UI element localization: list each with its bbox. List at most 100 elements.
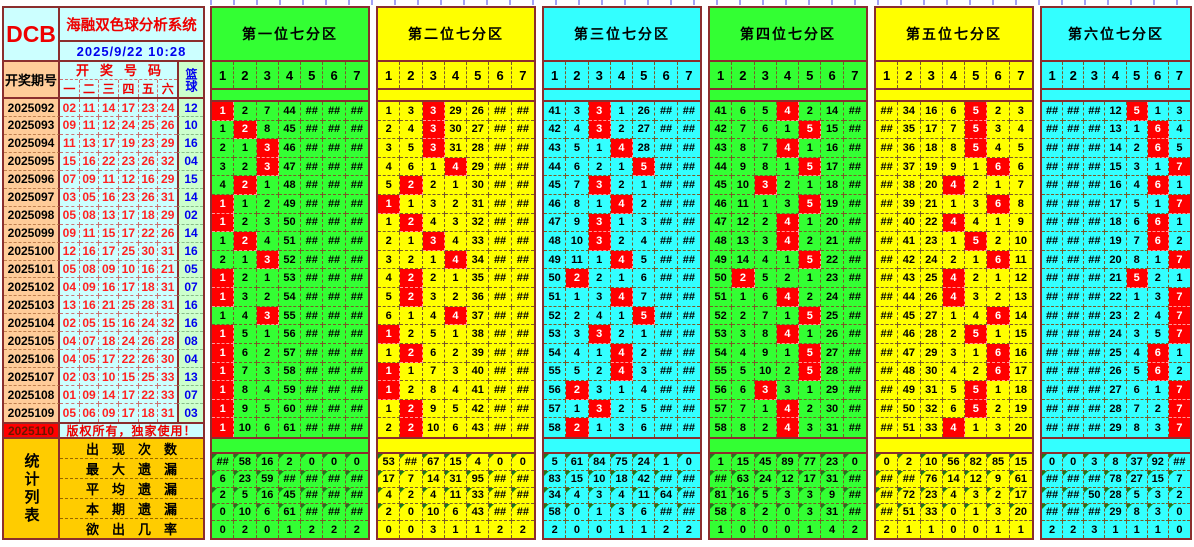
zone-stat-cell[interactable]: 1 xyxy=(588,504,611,522)
zone-miss-cell[interactable]: 2 xyxy=(212,139,235,158)
zone-stat-cell[interactable]: 81 xyxy=(710,487,733,505)
zone-miss-cell[interactable]: ## xyxy=(655,213,678,233)
zone-miss-cell[interactable]: 4 xyxy=(422,213,445,233)
zone-miss-cell[interactable]: 5 xyxy=(1126,362,1148,382)
zone-miss-cell[interactable]: ## xyxy=(848,421,861,434)
zone-miss-cell[interactable]: ## xyxy=(1084,362,1106,382)
zone-miss-cell[interactable]: ## xyxy=(323,399,346,419)
zone-miss-cell[interactable]: ## xyxy=(677,344,700,363)
zone-stat-cell[interactable]: 3 xyxy=(799,504,822,522)
zone-miss-cell[interactable]: 6 xyxy=(445,418,468,437)
zone-miss-cell[interactable]: 9 xyxy=(754,343,777,363)
zone-miss-cell[interactable]: ## xyxy=(1063,176,1085,196)
zone-miss-cell[interactable]: 4 xyxy=(1126,343,1148,363)
zone-miss-cell[interactable]: 6 xyxy=(732,102,755,121)
zone-miss-cell[interactable]: ## xyxy=(301,176,324,196)
zone-miss-cell[interactable]: 30 xyxy=(821,399,844,419)
zone-stat-cell[interactable]: ## xyxy=(876,504,899,522)
draw-number-cell[interactable]: 30 xyxy=(138,242,159,261)
zone-miss-cell[interactable]: ## xyxy=(345,176,368,196)
zone-miss-cell[interactable]: 1 xyxy=(776,157,800,177)
zone-miss-cell[interactable]: 3 xyxy=(256,213,279,233)
zone-miss-cell[interactable]: 26 xyxy=(821,325,844,344)
zone-stat-cell[interactable]: 2 xyxy=(685,523,692,536)
zone-miss-cell[interactable]: ## xyxy=(511,102,534,121)
zone-stat-cell[interactable]: 0 xyxy=(257,521,279,538)
zone-miss-cell[interactable]: 11 xyxy=(732,195,755,214)
zone-stat-cell[interactable]: 6 xyxy=(444,504,468,522)
zone-stat-cell[interactable]: 12 xyxy=(965,470,988,488)
zone-stat-cell[interactable]: 45 xyxy=(754,454,777,471)
zone-miss-cell[interactable]: ## xyxy=(1042,269,1064,289)
zone-miss-cell[interactable]: 2 xyxy=(1147,399,1169,419)
zone-miss-cell[interactable]: ## xyxy=(489,232,512,251)
zone-miss-cell[interactable]: ## xyxy=(1063,288,1085,307)
zone-miss-cell[interactable]: ## xyxy=(511,400,534,419)
zone-hit-cell[interactable]: 3 xyxy=(256,306,279,326)
zone-miss-cell[interactable]: ## xyxy=(511,195,534,214)
draw-number-cell[interactable]: 12 xyxy=(119,170,139,189)
zone-miss-cell[interactable]: 2 xyxy=(610,176,634,196)
zone-miss-cell[interactable]: ## xyxy=(1084,250,1106,270)
zone-stat-cell[interactable]: 8 xyxy=(732,504,755,522)
zone-miss-cell[interactable]: ## xyxy=(655,139,678,158)
zone-miss-cell[interactable]: ## xyxy=(345,102,368,121)
zone-miss-cell[interactable]: 44 xyxy=(278,102,302,121)
zone-miss-cell[interactable]: 42 xyxy=(467,399,490,419)
zone-stat-cell[interactable]: 16 xyxy=(256,454,279,471)
zone-stat-cell[interactable]: 75 xyxy=(610,454,634,471)
zone-stat-cell[interactable]: 0 xyxy=(943,521,966,538)
draw-period-cell[interactable]: 2025097 xyxy=(4,188,60,207)
draw-number-cell[interactable]: 13 xyxy=(79,134,100,153)
draw-number-cell[interactable]: 17 xyxy=(119,278,139,297)
zone-miss-cell[interactable]: 16 xyxy=(821,139,844,158)
zone-hit-cell[interactable]: 1 xyxy=(212,288,235,307)
zone-stat-cell[interactable]: 27 xyxy=(1126,470,1148,488)
zone-miss-cell[interactable]: 1 xyxy=(234,195,257,214)
zone-miss-cell[interactable]: 54 xyxy=(278,288,302,307)
zone-hit-cell[interactable]: 2 xyxy=(400,399,423,419)
zone-miss-cell[interactable]: ## xyxy=(301,139,324,158)
zone-miss-cell[interactable]: 4 xyxy=(400,120,423,140)
draw-number-cell[interactable]: 17 xyxy=(119,386,139,404)
zone-miss-cell[interactable]: ## xyxy=(489,157,512,177)
zone-miss-cell[interactable]: 7 xyxy=(256,102,279,121)
zone-stat-cell[interactable]: ## xyxy=(489,470,512,488)
zone-hit-cell[interactable]: 1 xyxy=(212,418,235,437)
zone-miss-cell[interactable]: 27 xyxy=(633,120,656,140)
zone-hit-cell[interactable]: 3 xyxy=(754,381,777,400)
zone-miss-cell[interactable]: 4 xyxy=(234,306,257,326)
zone-hit-cell[interactable]: 2 xyxy=(566,381,589,400)
zone-miss-cell[interactable]: 5 xyxy=(400,139,423,158)
zone-miss-cell[interactable]: 4 xyxy=(256,232,279,251)
zone-hit-cell[interactable]: 1 xyxy=(212,343,235,363)
zone-miss-cell[interactable]: ## xyxy=(843,102,866,121)
blue-ball-cell[interactable]: 14 xyxy=(177,188,204,207)
zone-miss-cell[interactable]: 18 xyxy=(1009,381,1032,400)
zone-miss-cell[interactable]: ## xyxy=(1042,362,1064,382)
draw-number-cell[interactable]: 17 xyxy=(119,224,139,243)
zone-miss-cell[interactable]: ## xyxy=(1042,250,1064,270)
zone-stat-cell[interactable]: 2 xyxy=(278,454,302,471)
zone-miss-cell[interactable]: ## xyxy=(323,269,346,289)
zone-miss-cell[interactable]: 5 xyxy=(1009,139,1032,158)
zone-miss-cell[interactable]: 26 xyxy=(467,102,490,121)
zone-miss-cell[interactable]: 25 xyxy=(920,269,943,289)
zone-miss-cell[interactable]: ## xyxy=(876,343,899,363)
zone-miss-cell[interactable]: 1 xyxy=(799,381,822,400)
zone-stat-cell[interactable]: 10 xyxy=(920,454,943,471)
zone-miss-cell[interactable]: 2 xyxy=(610,325,634,344)
zone-miss-cell[interactable]: 19 xyxy=(1009,400,1032,419)
zone-miss-cell[interactable]: 14 xyxy=(1105,139,1127,158)
zone-miss-cell[interactable]: 4 xyxy=(444,381,468,400)
zone-hit-cell[interactable]: 3 xyxy=(256,139,279,158)
zone-miss-cell[interactable]: 3 xyxy=(444,213,468,233)
zone-miss-cell[interactable]: 1 xyxy=(566,288,589,307)
zone-miss-cell[interactable]: ## xyxy=(655,288,678,307)
zone-stat-cell[interactable]: 23 xyxy=(821,454,844,471)
zone-miss-cell[interactable]: ## xyxy=(489,250,512,270)
zone-miss-cell[interactable]: 17 xyxy=(821,157,844,177)
zone-miss-cell[interactable]: 2 xyxy=(588,269,611,289)
draw-number-cell[interactable]: 17 xyxy=(119,404,139,422)
zone-miss-cell[interactable]: 6 xyxy=(942,102,966,121)
